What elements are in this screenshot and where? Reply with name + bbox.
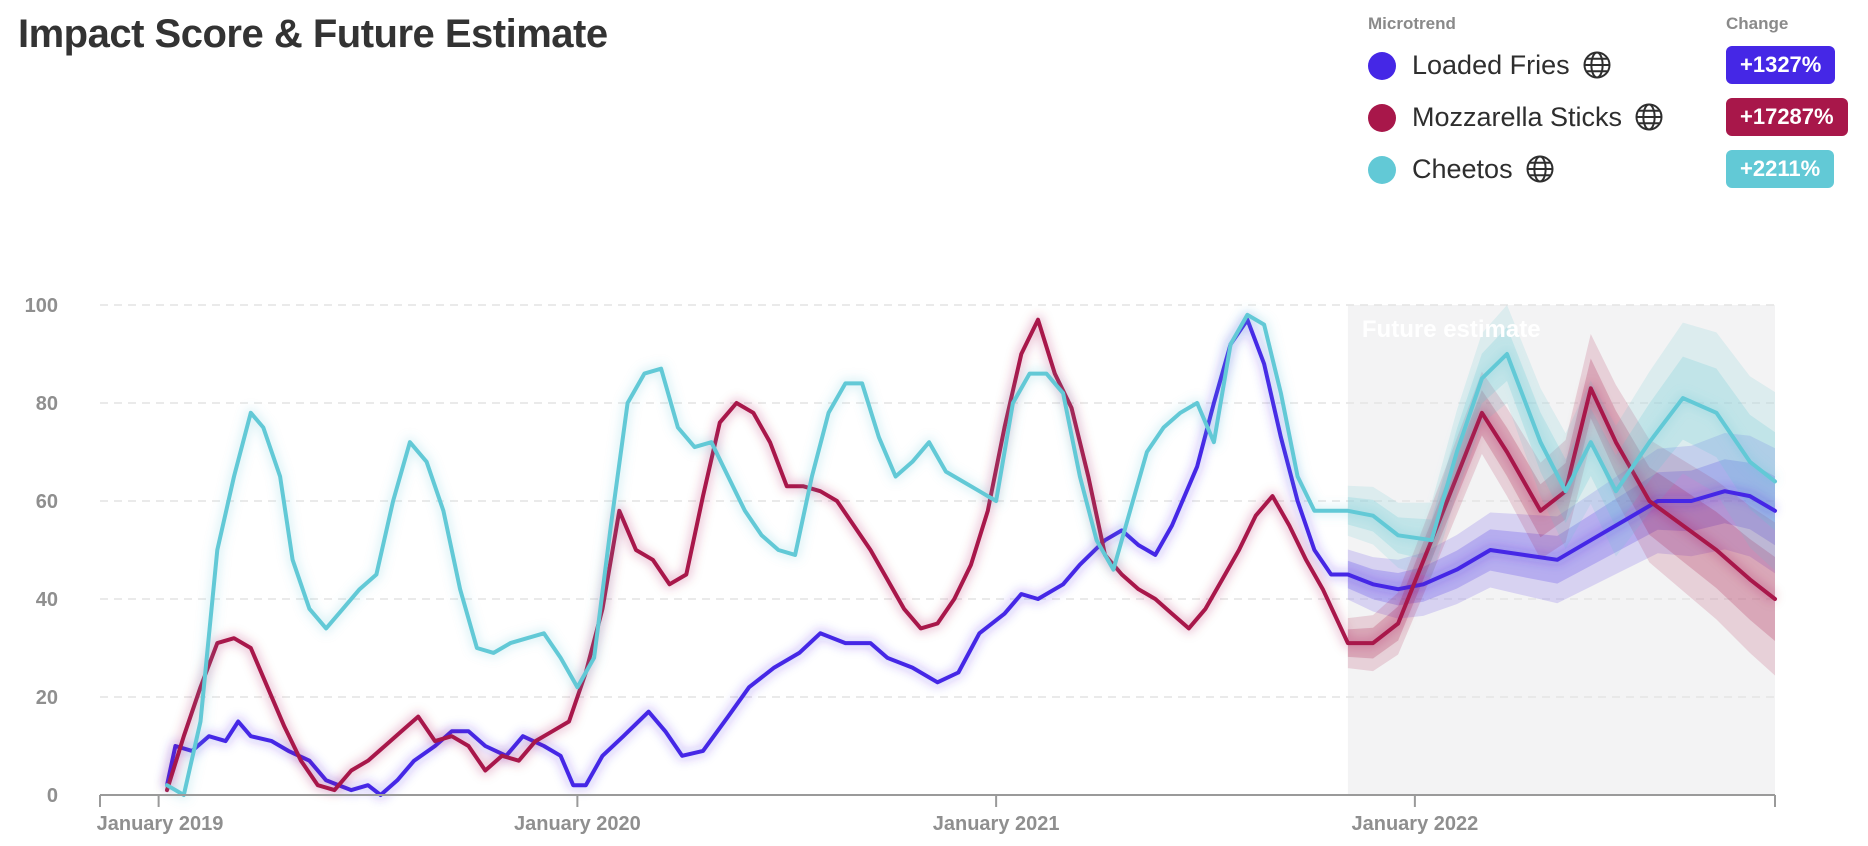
y-tick-label-0: 0 [47, 785, 58, 807]
x-tick-label-1: January 2020 [514, 813, 641, 835]
chart-title: Impact Score & Future Estimate [18, 12, 608, 56]
confidence-band-cheetos-inner [1347, 327, 1775, 561]
legend-item-loaded-fries[interactable]: Loaded Fries +1327% [1368, 44, 1858, 88]
legend-header-microtrend: Microtrend [1368, 14, 1456, 33]
legend-dot-loaded-fries [1368, 52, 1396, 80]
y-tick-label-40: 40 [36, 589, 58, 611]
series-line-cheetos [165, 312, 1777, 797]
x-tick-label-0: January 2019 [97, 813, 224, 835]
series-line-mozzarella-sticks [165, 317, 1777, 793]
legend-header-change: Change [1726, 14, 1789, 33]
legend: Microtrend Change Loaded Fries +1327% Mo… [1368, 14, 1858, 224]
confidence-band-mozzarella-sticks-outer [1347, 334, 1775, 676]
change-badge-loaded-fries: +1327% [1726, 46, 1836, 84]
legend-item-cheetos[interactable]: Cheetos +2211% [1368, 148, 1858, 192]
y-tick-label-60: 60 [36, 491, 58, 513]
change-badge-mozzarella-sticks: +17287% [1726, 98, 1848, 136]
y-tick-label-100: 100 [25, 295, 58, 317]
confidence-band-mozzarella-sticks-inner [1347, 358, 1775, 659]
legend-item-mozzarella-sticks[interactable]: Mozzarella Sticks +17287% [1368, 96, 1858, 140]
y-tick-label-20: 20 [36, 687, 58, 709]
legend-label-mozzarella-sticks: Mozzarella Sticks [1412, 102, 1623, 132]
future-estimate-region [1347, 305, 1775, 795]
legend-label-loaded-fries: Loaded Fries [1412, 50, 1570, 80]
series-line-loaded-fries [165, 317, 1777, 797]
change-badge-cheetos: +2211% [1726, 150, 1835, 188]
x-tick-label-2: January 2021 [933, 813, 1060, 835]
legend-label-cheetos: Cheetos [1412, 154, 1513, 184]
globe-icon[interactable] [1525, 154, 1555, 184]
x-tick-label-3: January 2022 [1351, 813, 1478, 835]
y-tick-label-80: 80 [36, 393, 58, 415]
globe-icon[interactable] [1634, 102, 1664, 132]
confidence-band-cheetos-outer [1347, 305, 1775, 578]
legend-dot-cheetos [1368, 156, 1396, 184]
legend-dot-mozzarella-sticks [1368, 104, 1396, 132]
globe-icon[interactable] [1582, 50, 1612, 80]
future-estimate-label: Future estimate [1362, 316, 1541, 343]
